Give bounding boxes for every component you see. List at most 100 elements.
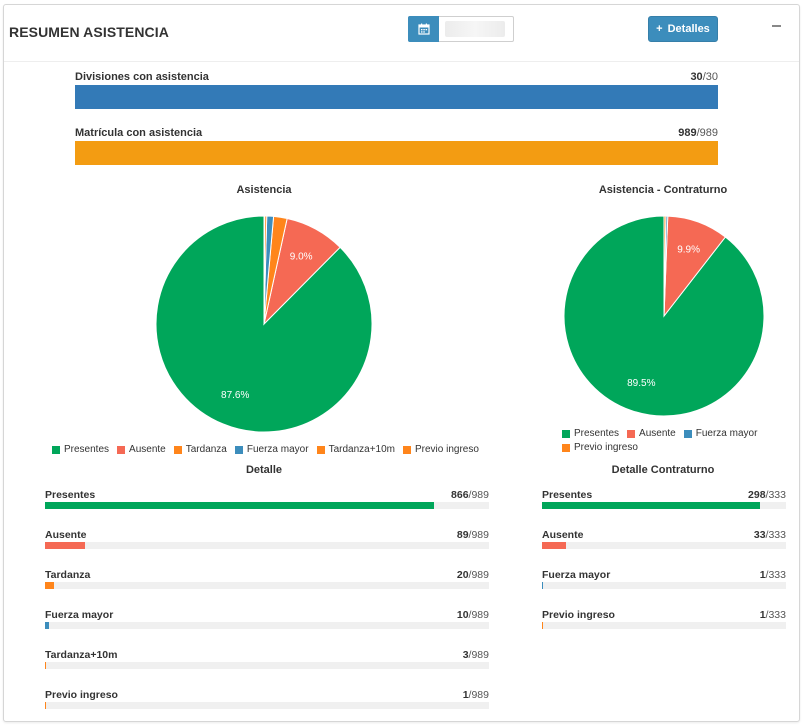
pie-data-label: 9.0% (290, 252, 313, 263)
legend-swatch (627, 429, 636, 438)
detail-row-fill (542, 542, 567, 549)
pie-data-label: 9.9% (677, 244, 700, 255)
legend-label: Presentes (64, 444, 110, 455)
detail-row-label: Ausente (45, 529, 87, 541)
detail-row-count: 20/989 (456, 569, 489, 581)
panel-title: RESUMEN ASISTENCIA (9, 24, 169, 40)
detail-row-count: 1/989 (462, 689, 489, 701)
legend-item[interactable]: Fuerza mayor (683, 428, 758, 439)
detail-row-fill (542, 502, 761, 509)
legend-label: Fuerza mayor (695, 428, 758, 439)
detail-row-fill (45, 502, 434, 509)
detail-row-label: Tardanza+10m (45, 649, 118, 661)
summary-progress-fill (75, 85, 718, 109)
legend-item[interactable]: Ausente (627, 428, 676, 439)
detail-row-bar (45, 582, 489, 589)
legend-swatch (52, 445, 60, 454)
detail-row: Previo ingreso 1/989 (45, 689, 489, 711)
detail-row-bar (542, 622, 786, 629)
legend-item[interactable]: Tardanza+10m (316, 444, 395, 455)
summary-progress-fill (75, 141, 718, 165)
summary-count: 989/989 (678, 127, 718, 139)
legend-swatch (234, 445, 243, 454)
legend-label: Ausente (129, 444, 166, 455)
detail-row-count: 866/989 (451, 489, 489, 501)
detail-row-fill (542, 582, 543, 589)
legend-item[interactable]: Tardanza (173, 444, 227, 455)
detail-row: Presentes 298/333 (542, 489, 786, 511)
detail-row: Previo ingreso 1/333 (542, 609, 786, 631)
date-input[interactable] (445, 21, 505, 37)
summary-progress-bar (75, 85, 718, 109)
detail-row-count: 1/333 (759, 569, 786, 581)
detail-row-label: Fuerza mayor (542, 569, 611, 581)
summary-progress-bar (75, 141, 718, 165)
legend-item[interactable]: Ausente (117, 444, 166, 455)
legend-item[interactable]: Previo ingreso (562, 442, 638, 453)
legend-label: Previo ingreso (574, 442, 638, 453)
pie-data-label: 89.5% (627, 378, 655, 389)
detail-row-bar (542, 502, 786, 509)
pie-chart-contraturno: 89.5% 9.9% (563, 215, 765, 417)
legend-label: Tardanza (185, 444, 227, 455)
summary-label: Divisiones con asistencia (75, 71, 209, 83)
legend-contraturno: Presentes Ausente Fuerza mayor Previo ingre… (562, 428, 772, 453)
legend-label: Ausente (639, 428, 676, 439)
detail-row-count: 89/989 (456, 529, 489, 541)
detail-row-fill (542, 622, 543, 629)
detail-row-fill (45, 622, 50, 629)
detail-row-count: 3/989 (462, 649, 489, 661)
detail-row: Ausente 89/989 (45, 529, 489, 551)
legend-swatch (562, 443, 570, 452)
legend-item[interactable]: Fuerza mayor (234, 444, 309, 455)
detail-row-count: 10/989 (456, 609, 489, 621)
detail-row-bar (45, 622, 489, 629)
date-picker[interactable] (408, 16, 514, 42)
detail-row-label: Previo ingreso (542, 609, 615, 621)
detail-row: Tardanza+10m 3/989 (45, 649, 489, 671)
legend-label: Fuerza mayor (246, 444, 309, 455)
summary-count: 30/30 (690, 71, 718, 83)
plus-icon: + (656, 23, 663, 35)
legend-swatch (403, 445, 411, 454)
legend-swatch (173, 445, 182, 454)
pie-slice-previo-ingreso (263, 215, 266, 325)
header-divider (4, 61, 799, 62)
detail-row-label: Fuerza mayor (45, 609, 114, 621)
detail-row-label: Previo ingreso (45, 689, 118, 701)
detail-row-bar (45, 542, 489, 549)
detail-contraturno-title: Detalle Contraturno (611, 464, 715, 476)
details-button-label: Detalles (667, 23, 710, 35)
detail-row-fill (45, 662, 47, 669)
detail-row-bar (542, 542, 786, 549)
detail-row-fill (45, 702, 47, 709)
attendance-summary-panel: RESUMEN ASISTENCIA + Detalles Divisiones… (3, 4, 800, 722)
detail-row-count: 1/333 (759, 609, 786, 621)
detail-title: Detalle (245, 464, 283, 476)
detail-row-count: 33/333 (753, 529, 786, 541)
detail-row-count: 298/333 (748, 489, 786, 501)
summary-label: Matrícula con asistencia (75, 127, 203, 139)
detail-row-bar (542, 582, 786, 589)
legend-item[interactable]: Presentes (52, 444, 109, 455)
calendar-icon[interactable] (408, 16, 439, 42)
detail-row-label: Presentes (542, 489, 593, 501)
detail-row-label: Ausente (542, 529, 584, 541)
legend-swatch (683, 429, 692, 438)
detail-row-label: Presentes (45, 489, 96, 501)
legend-label: Presentes (574, 428, 620, 439)
chart-title-asistencia: Asistencia (236, 184, 292, 196)
detail-row-fill (45, 542, 85, 549)
details-button[interactable]: + Detalles (648, 16, 718, 42)
legend-item[interactable]: Previo ingreso (403, 444, 479, 455)
detail-row-bar (45, 502, 489, 509)
detail-row-fill (45, 582, 54, 589)
legend-swatch (117, 445, 126, 454)
legend-label: Tardanza+10m (328, 444, 395, 455)
legend-swatch (562, 429, 570, 438)
legend-label: Previo ingreso (415, 444, 479, 455)
detail-row-bar (45, 662, 489, 669)
legend-item[interactable]: Presentes (562, 428, 619, 439)
detail-row: Fuerza mayor 1/333 (542, 569, 786, 591)
minus-icon[interactable] (772, 25, 781, 27)
